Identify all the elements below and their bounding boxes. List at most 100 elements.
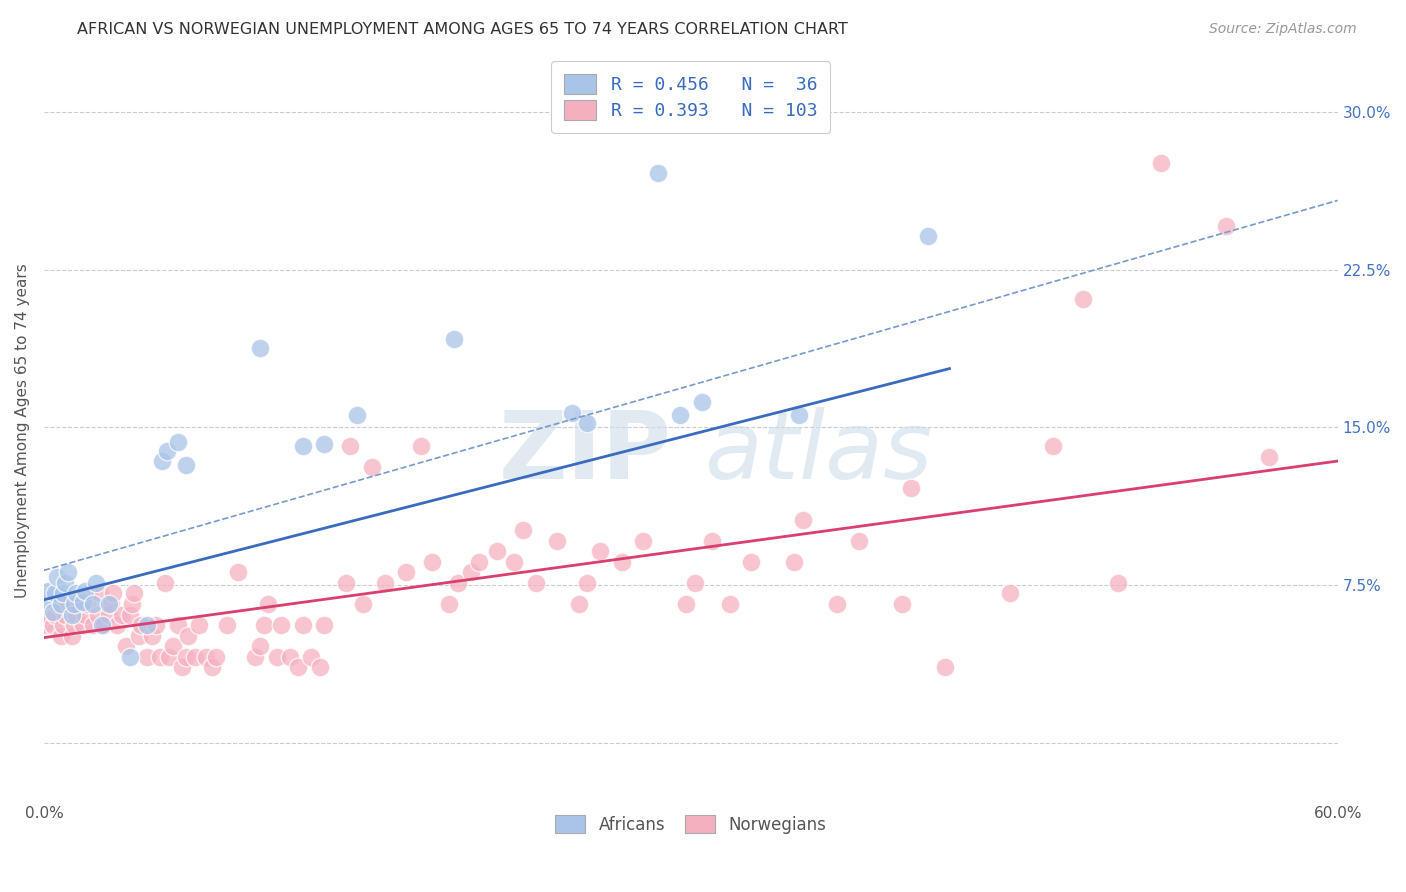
Point xyxy=(568,597,591,611)
Point xyxy=(253,618,276,632)
Point xyxy=(56,566,79,580)
Point xyxy=(63,618,86,632)
Point xyxy=(37,607,59,622)
Point xyxy=(683,576,706,591)
Point xyxy=(266,649,288,664)
Point xyxy=(439,597,461,611)
Point xyxy=(201,660,224,674)
Point xyxy=(546,533,568,548)
Point xyxy=(576,416,599,430)
Point xyxy=(1215,219,1237,233)
Point xyxy=(346,408,368,422)
Point xyxy=(524,576,547,591)
Point xyxy=(257,597,280,611)
Point xyxy=(270,618,292,632)
Point xyxy=(52,586,75,600)
Point xyxy=(170,660,193,674)
Point xyxy=(105,618,128,632)
Point xyxy=(162,639,184,653)
Point xyxy=(291,439,314,453)
Point xyxy=(120,607,142,622)
Text: AFRICAN VS NORWEGIAN UNEMPLOYMENT AMONG AGES 65 TO 74 YEARS CORRELATION CHART: AFRICAN VS NORWEGIAN UNEMPLOYMENT AMONG … xyxy=(77,22,848,37)
Point xyxy=(447,576,470,591)
Point xyxy=(690,395,713,409)
Point xyxy=(226,566,249,580)
Point xyxy=(998,586,1021,600)
Point xyxy=(589,544,612,558)
Point xyxy=(141,628,163,642)
Point xyxy=(37,584,59,599)
Point xyxy=(787,408,810,422)
Point xyxy=(792,513,814,527)
Point xyxy=(934,660,956,674)
Point xyxy=(339,439,361,453)
Point xyxy=(145,618,167,632)
Point xyxy=(41,606,63,620)
Point xyxy=(675,597,697,611)
Point xyxy=(166,618,188,632)
Point xyxy=(49,628,72,642)
Point xyxy=(783,555,806,569)
Point xyxy=(65,586,87,600)
Point xyxy=(460,566,482,580)
Point xyxy=(561,406,583,420)
Point xyxy=(900,482,922,496)
Point xyxy=(136,649,159,664)
Point xyxy=(633,533,655,548)
Point xyxy=(82,597,104,611)
Point xyxy=(718,597,741,611)
Text: Source: ZipAtlas.com: Source: ZipAtlas.com xyxy=(1209,22,1357,37)
Point xyxy=(157,649,180,664)
Point xyxy=(702,533,724,548)
Point xyxy=(89,586,111,600)
Point xyxy=(420,555,443,569)
Point xyxy=(1150,155,1173,169)
Point xyxy=(360,460,382,475)
Point xyxy=(249,639,271,653)
Legend: Africans, Norwegians: Africans, Norwegians xyxy=(544,803,838,846)
Point xyxy=(32,618,55,632)
Point xyxy=(309,660,332,674)
Point xyxy=(128,628,150,642)
Point xyxy=(188,618,211,632)
Point xyxy=(411,439,433,453)
Point xyxy=(485,544,508,558)
Point xyxy=(149,649,172,664)
Point xyxy=(205,649,228,664)
Point xyxy=(917,229,939,244)
Point xyxy=(314,618,336,632)
Point xyxy=(45,569,67,583)
Point xyxy=(67,597,90,611)
Point xyxy=(647,166,669,180)
Point xyxy=(49,597,72,611)
Point xyxy=(52,618,75,632)
Point xyxy=(512,524,534,538)
Point xyxy=(352,597,374,611)
Point xyxy=(110,607,132,622)
Point xyxy=(73,584,96,599)
Point xyxy=(299,649,322,664)
Point xyxy=(93,618,115,632)
Point xyxy=(194,649,217,664)
Point xyxy=(1071,292,1094,306)
Point xyxy=(335,576,357,591)
Point xyxy=(84,576,107,591)
Point xyxy=(55,576,77,591)
Point xyxy=(174,649,197,664)
Point xyxy=(291,618,314,632)
Point xyxy=(32,592,55,607)
Point xyxy=(177,628,200,642)
Point xyxy=(740,555,762,569)
Point xyxy=(848,533,870,548)
Point xyxy=(73,607,96,622)
Point xyxy=(287,660,309,674)
Point xyxy=(1257,450,1279,464)
Y-axis label: Unemployment Among Ages 65 to 74 years: Unemployment Among Ages 65 to 74 years xyxy=(15,263,30,598)
Point xyxy=(121,597,143,611)
Point xyxy=(44,607,66,622)
Point xyxy=(503,555,526,569)
Point xyxy=(669,408,692,422)
Point xyxy=(443,332,465,346)
Point xyxy=(184,649,207,664)
Point xyxy=(82,618,104,632)
